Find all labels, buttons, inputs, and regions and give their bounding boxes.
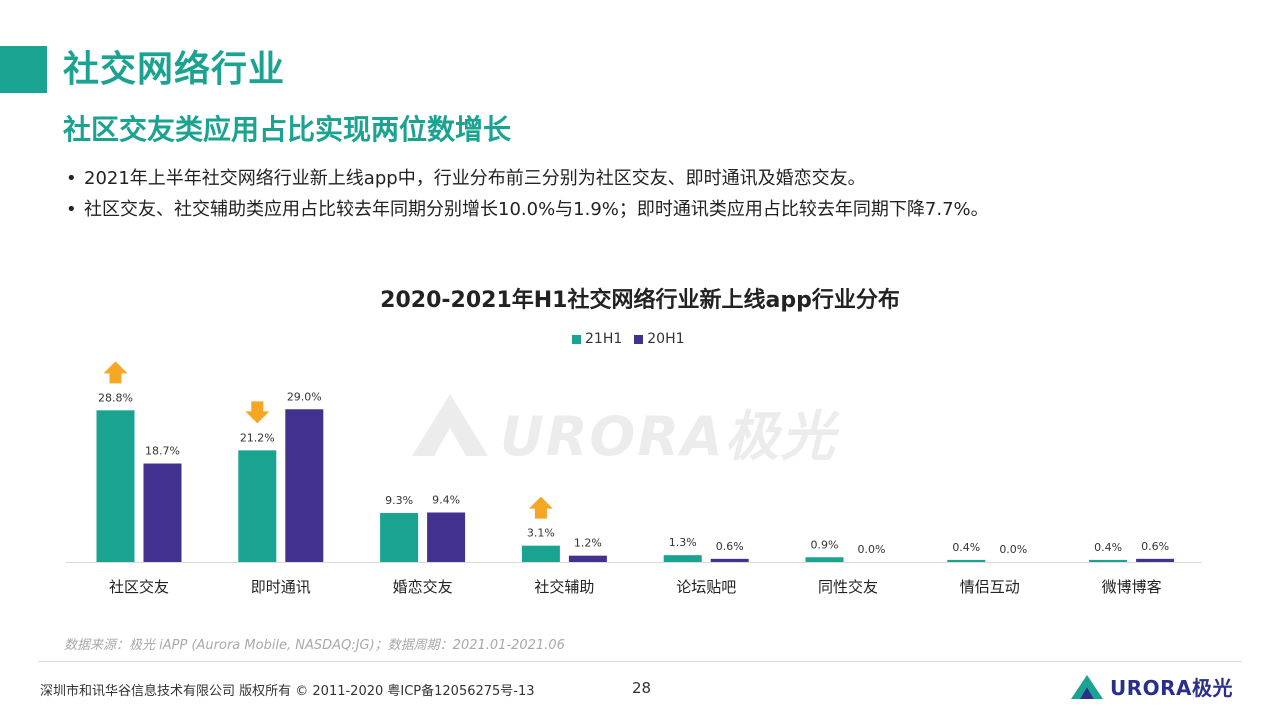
legend-item-20h1: 20H1: [634, 331, 685, 347]
watermark-logo-icon: [412, 394, 488, 456]
aurora-logo-text: URORA极光: [1110, 676, 1234, 700]
data-label: 1.2%: [574, 537, 602, 550]
data-label: 0.9%: [811, 538, 839, 551]
data-label: 3.1%: [527, 527, 555, 540]
bar-20h1: [143, 463, 182, 562]
bullet-item: 2021年上半年社交网络行业新上线app中，行业分布前三分别为社区交友、即时通讯…: [66, 163, 989, 194]
data-label: 21.2%: [240, 431, 275, 444]
page-number: 28: [632, 679, 652, 697]
legend-swatch-20h1: [634, 334, 644, 344]
bar-21h1: [521, 545, 560, 562]
data-label: 28.8%: [98, 391, 133, 404]
data-label: 0.6%: [1141, 540, 1169, 553]
arrow-up-icon: [528, 496, 553, 519]
category-label: 婚恋交友: [393, 578, 453, 596]
category-label: 情侣互动: [960, 578, 1020, 596]
aurora-logo-icon: [1071, 674, 1103, 699]
data-label: 0.4%: [1094, 541, 1122, 554]
page-subtitle: 社区交友类应用占比实现两位数增长: [63, 113, 512, 146]
watermark-text: URORA极光: [500, 405, 837, 468]
footer-divider: [38, 661, 1242, 662]
bar-20h1: [710, 558, 749, 562]
category-label: 微博博客: [1102, 578, 1162, 596]
data-label: 29.0%: [287, 390, 322, 403]
bar-20h1: [285, 409, 324, 562]
page-title: 社交网络行业: [63, 49, 286, 90]
bar-21h1: [380, 513, 419, 562]
legend-label-20h1: 20H1: [647, 331, 685, 347]
bar-21h1: [1089, 559, 1128, 562]
bar-21h1: [96, 410, 135, 562]
bar-20h1: [427, 512, 466, 562]
bullet-item: 社区交友、社交辅助类应用占比较去年同期分别增长10.0%与1.9%；即时通讯类应…: [66, 194, 989, 225]
bar-21h1: [947, 559, 986, 562]
legend-swatch-21h1: [572, 334, 581, 344]
bar-20h1: [568, 555, 607, 562]
chart-title: 2020-2021年H1社交网络行业新上线app行业分布: [380, 288, 900, 313]
category-label: 社交辅助: [534, 578, 594, 596]
bar-20h1: [1136, 558, 1175, 562]
bar-21h1: [663, 555, 702, 562]
legend-item-21h1: 21H1: [572, 331, 622, 347]
data-label: 18.7%: [145, 445, 180, 458]
data-source-note: 数据来源：极光 iAPP (Aurora Mobile, NASDAQ:JG)；…: [64, 638, 565, 653]
bullet-list: 2021年上半年社交网络行业新上线app中，行业分布前三分别为社区交友、即时通讯…: [66, 163, 989, 225]
data-label: 9.3%: [385, 494, 413, 507]
category-label: 同性交友: [818, 578, 878, 596]
bar-21h1: [238, 450, 277, 562]
data-label: 0.0%: [858, 543, 886, 556]
data-label: 0.0%: [999, 543, 1027, 556]
category-label: 社区交友: [109, 578, 169, 596]
aurora-logo: URORA极光: [1070, 672, 1233, 701]
legend-label-21h1: 21H1: [585, 331, 623, 347]
data-label: 0.4%: [952, 541, 980, 554]
copyright-text: 深圳市和讯华谷信息技术有限公司 版权所有 © 2011-2020 粤ICP备12…: [40, 684, 535, 699]
arrow-up-icon: [103, 361, 128, 384]
data-label: 9.4%: [432, 493, 460, 506]
data-label: 1.3%: [669, 536, 697, 549]
arrow-down-icon: [245, 401, 270, 424]
bar-21h1: [805, 557, 844, 562]
title-accent-bar: [0, 46, 47, 93]
category-label: 即时通讯: [251, 578, 311, 596]
chart-legend: 21H1 20H1: [572, 331, 685, 347]
category-label: 论坛贴吧: [676, 578, 736, 596]
data-label: 0.6%: [716, 540, 744, 553]
